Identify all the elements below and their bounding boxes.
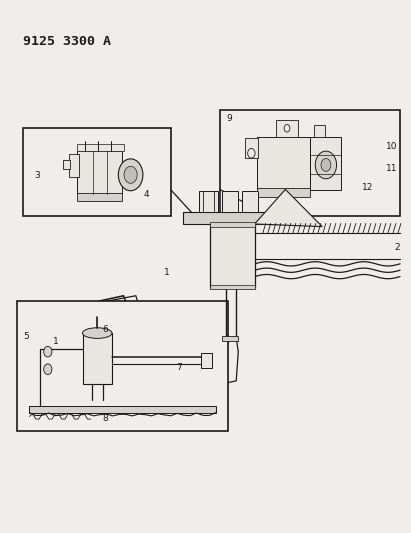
Bar xyxy=(220,110,400,216)
Bar xyxy=(257,188,310,197)
Bar xyxy=(77,151,122,195)
Bar xyxy=(210,222,255,227)
Bar xyxy=(63,160,70,169)
Text: 9125 3300 A: 9125 3300 A xyxy=(23,35,111,49)
Text: 11: 11 xyxy=(386,164,397,173)
Bar xyxy=(210,224,255,288)
Bar xyxy=(222,336,238,341)
Bar xyxy=(199,191,218,212)
Bar xyxy=(29,406,216,413)
Polygon shape xyxy=(255,189,322,227)
Bar xyxy=(276,120,298,137)
Text: 3: 3 xyxy=(35,171,40,180)
Bar xyxy=(314,125,325,137)
Circle shape xyxy=(321,159,331,171)
Bar xyxy=(210,285,255,289)
Bar xyxy=(17,301,228,431)
Bar xyxy=(222,191,238,212)
Ellipse shape xyxy=(83,328,112,338)
Bar xyxy=(23,128,171,216)
Text: 7: 7 xyxy=(176,363,182,372)
Bar xyxy=(77,144,125,151)
Circle shape xyxy=(44,364,52,375)
Text: 2: 2 xyxy=(395,244,400,253)
Text: 9: 9 xyxy=(226,114,232,123)
Text: 10: 10 xyxy=(386,142,397,151)
Circle shape xyxy=(284,125,290,132)
Bar xyxy=(83,333,111,384)
Bar xyxy=(183,212,298,224)
Bar xyxy=(257,137,310,190)
Text: 1: 1 xyxy=(164,269,169,277)
Bar xyxy=(245,138,258,158)
Bar xyxy=(242,191,258,212)
Circle shape xyxy=(315,151,337,179)
Circle shape xyxy=(118,159,143,191)
Bar xyxy=(201,353,212,368)
Bar xyxy=(77,193,122,201)
Text: 5: 5 xyxy=(23,332,29,341)
Text: 8: 8 xyxy=(102,414,108,423)
Circle shape xyxy=(124,166,137,183)
Text: 1: 1 xyxy=(53,337,59,346)
Bar xyxy=(69,154,79,177)
Text: 4: 4 xyxy=(143,190,149,199)
Text: 6: 6 xyxy=(102,325,108,334)
Bar xyxy=(310,137,341,190)
Text: 12: 12 xyxy=(362,183,373,192)
Circle shape xyxy=(248,149,255,158)
Circle shape xyxy=(44,346,52,357)
